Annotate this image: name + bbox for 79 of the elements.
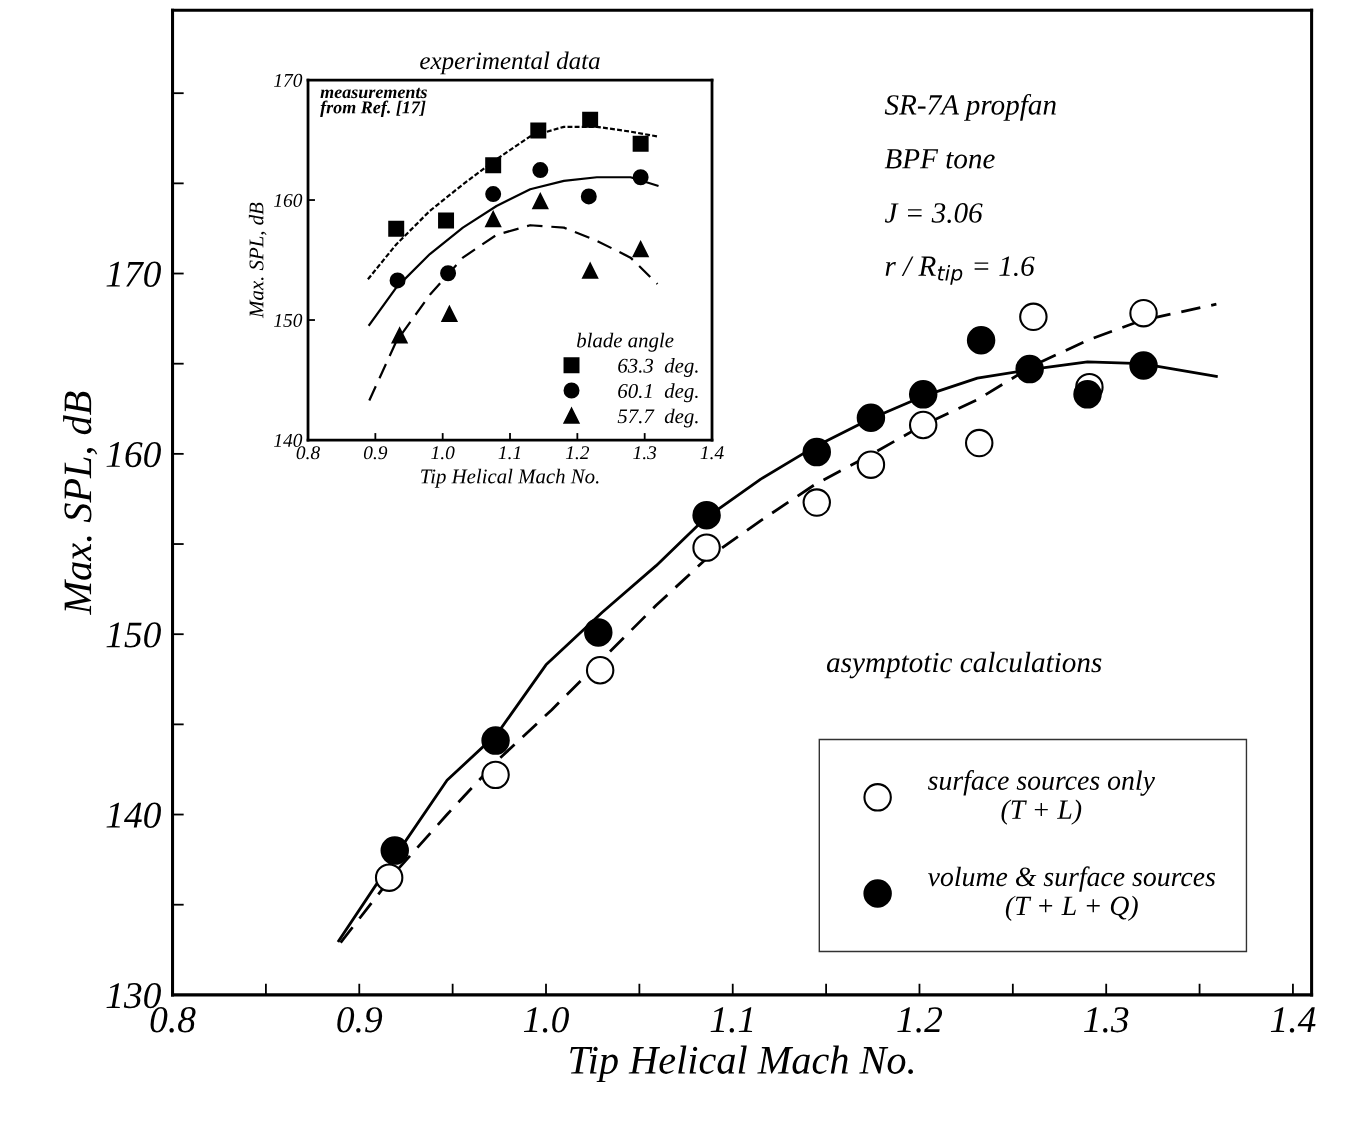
point <box>485 186 502 203</box>
legend-title: asymptotic calculations <box>826 651 1102 679</box>
chart-title: experimental data <box>420 51 600 75</box>
x-tick-label: 1.2 <box>897 1007 943 1033</box>
x-tick-label: 1.0 <box>523 1007 569 1033</box>
x-tick-label: 1.4 <box>1270 1007 1316 1033</box>
point <box>1015 354 1044 384</box>
point <box>532 162 549 179</box>
y-axis-title: Max. SPL, dB <box>248 202 267 319</box>
x-tick-label: 1.4 <box>700 446 724 460</box>
point <box>389 272 406 289</box>
annotation: J = 3.06 <box>884 203 983 223</box>
point <box>692 500 721 530</box>
point <box>481 760 510 790</box>
x-tick-label: 1.3 <box>633 446 657 460</box>
legend-label: surface sources only (T + L) <box>927 770 1155 825</box>
x-axis-title: Tip Helical Mach No. <box>421 468 599 488</box>
x-tick-label: 0.8 <box>296 446 320 460</box>
point <box>481 726 510 755</box>
point <box>485 211 502 228</box>
point <box>374 863 404 892</box>
y-tick-label: 150 <box>106 622 161 648</box>
point <box>856 450 886 479</box>
point <box>856 403 886 433</box>
point <box>585 656 615 685</box>
y-tick-label: 160 <box>106 441 161 468</box>
point <box>532 193 549 210</box>
legend-label: volume & surface sources (T + L + Q) <box>928 866 1216 921</box>
point <box>1129 351 1158 380</box>
point <box>441 306 458 323</box>
point <box>380 836 409 865</box>
legend-title: blade angle <box>576 332 674 352</box>
point <box>908 380 938 409</box>
point <box>1019 302 1048 332</box>
point <box>438 212 455 229</box>
annotation: measurements from Ref. [17] <box>320 87 427 118</box>
point <box>632 135 649 152</box>
point <box>582 111 599 128</box>
y-axis-title: Max. SPL, dB <box>63 391 98 615</box>
point <box>1073 380 1102 409</box>
x-tick-label: 0.9 <box>363 446 388 460</box>
x-tick-label: 1.2 <box>565 446 590 460</box>
annotation: BPF tone <box>884 149 995 169</box>
x-tick-label: 1.1 <box>498 446 521 460</box>
point <box>440 265 457 282</box>
point <box>632 241 649 258</box>
point <box>530 122 547 139</box>
y-tick-label: 130 <box>106 982 161 1009</box>
y-tick-label: 140 <box>106 802 161 828</box>
point <box>966 326 996 355</box>
x-tick-label: 1.3 <box>1084 1007 1129 1033</box>
point <box>584 618 613 647</box>
y-tick-label: 140 <box>273 433 303 447</box>
point <box>391 327 408 344</box>
point <box>632 169 649 186</box>
legend-label: 60.1 deg. <box>618 383 698 403</box>
point <box>802 488 831 517</box>
y-tick-label: 170 <box>106 261 161 287</box>
x-tick-label: 0.9 <box>337 1007 383 1033</box>
legend-label: 63.3 deg. <box>618 358 698 377</box>
point <box>388 220 405 237</box>
point <box>1129 298 1158 328</box>
point <box>580 188 597 205</box>
point <box>582 262 599 279</box>
x-axis-title: Tip Helical Mach No. <box>570 1045 913 1083</box>
x-tick-label: 1.0 <box>431 446 455 460</box>
annotation: r / R$_{tip}$ = 1.6 <box>885 256 1035 285</box>
y-tick-label: 150 <box>273 313 303 327</box>
x-tick-label: 1.1 <box>710 1007 753 1033</box>
point <box>692 533 721 562</box>
point <box>964 428 994 458</box>
y-tick-label: 160 <box>273 193 303 207</box>
x-tick-label: 0.8 <box>150 1007 196 1033</box>
annotation: SR-7A propfan <box>884 93 1056 121</box>
point <box>485 157 502 174</box>
legend-label: 57.7 deg. <box>617 408 698 428</box>
y-tick-label: 170 <box>273 73 303 87</box>
point <box>908 410 938 440</box>
point <box>802 437 831 467</box>
